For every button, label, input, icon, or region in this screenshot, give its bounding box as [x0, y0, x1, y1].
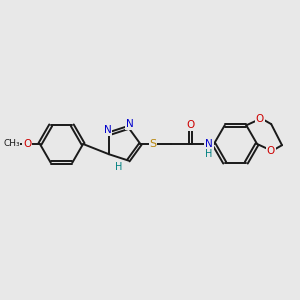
Text: O: O — [23, 139, 32, 149]
Text: H: H — [115, 162, 122, 172]
Text: O: O — [256, 114, 264, 124]
Text: CH₃: CH₃ — [3, 140, 20, 148]
Text: N: N — [205, 139, 213, 149]
Text: N: N — [126, 119, 134, 129]
Text: O: O — [266, 146, 275, 156]
Text: N: N — [103, 125, 111, 135]
Text: S: S — [149, 139, 157, 149]
Text: H: H — [206, 148, 213, 159]
Text: O: O — [186, 120, 195, 130]
